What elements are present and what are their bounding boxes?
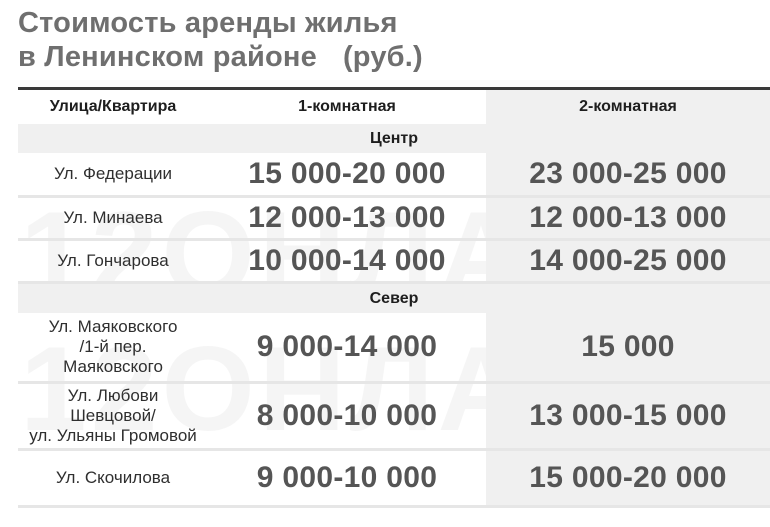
one-room-price: 10 000-14 000 [208,239,486,284]
street-cell: Ул. Федерации [18,153,208,198]
street-cell: Ул. Скочилова [18,449,208,508]
street-cell: Ул. Гончарова [18,239,208,284]
street-line: ул. Ульяны Громовой [29,426,197,445]
table-row: Ул. Любови Шевцовой/ ул. Ульяны Громовой… [18,382,770,451]
table-row: Ул. Маяковского /1-й пер. Маяковского 9 … [18,313,770,384]
one-room-price: 8 000-10 000 [208,382,486,451]
two-room-price: 15 000 [486,313,770,384]
street-line: Шевцовой/ [70,406,156,425]
two-room-price: 23 000-25 000 [486,153,770,198]
table-row: Ул. Федерации 15 000-20 000 23 000-25 00… [18,153,770,198]
header-one-room: 1-комнатная [208,87,486,124]
one-room-price: 15 000-20 000 [208,153,486,198]
one-room-price: 9 000-10 000 [208,449,486,508]
page-title: Стоимость аренды жилья в Ленинском район… [18,6,423,74]
street-cell: Ул. Маяковского /1-й пер. Маяковского [18,313,208,384]
table-row: Ул. Гончарова 10 000-14 000 14 000-25 00… [18,239,770,284]
section-row-north: Север [18,282,770,313]
street-cell: Ул. Минаева [18,196,208,241]
one-room-price: 9 000-14 000 [208,313,486,384]
two-room-price: 13 000-15 000 [486,382,770,451]
title-line-2: в Ленинском районе (руб.) [18,40,423,74]
title-district: в Ленинском районе [18,41,317,73]
section-label: Север [18,282,770,313]
section-label: Центр [18,124,770,153]
two-room-price: 12 000-13 000 [486,196,770,241]
two-room-price: 14 000-25 000 [486,239,770,284]
title-line-1: Стоимость аренды жилья [18,7,398,39]
street-line: Ул. Любови [67,386,159,405]
table-row: Ул. Скочилова 9 000-10 000 15 000-20 000 [18,449,770,508]
rent-table: Улица/Квартира 1-комнатная 2-комнатная Ц… [18,87,770,508]
street-line: Ул. Маяковского [48,317,178,336]
title-unit: (руб.) [342,41,423,73]
section-row-center: Центр [18,124,770,153]
table-header-row: Улица/Квартира 1-комнатная 2-комнатная [18,87,770,124]
header-street: Улица/Квартира [18,87,208,124]
header-two-room: 2-комнатная [486,87,770,124]
one-room-price: 12 000-13 000 [208,196,486,241]
street-cell: Ул. Любови Шевцовой/ ул. Ульяны Громовой [18,382,208,451]
street-line: /1-й пер. [79,337,147,356]
table-row: Ул. Минаева 12 000-13 000 12 000-13 000 [18,196,770,241]
street-line: Маяковского [63,357,163,376]
two-room-price: 15 000-20 000 [486,449,770,508]
